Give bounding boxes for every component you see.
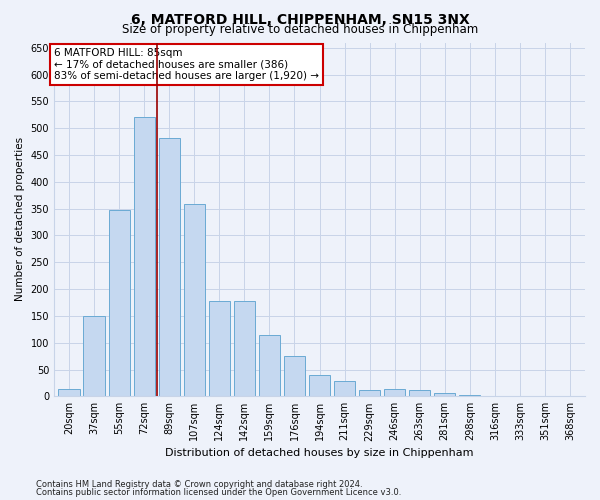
Bar	[83, 316, 105, 396]
Text: 6 MATFORD HILL: 85sqm
← 17% of detached houses are smaller (386)
83% of semi-det: 6 MATFORD HILL: 85sqm ← 17% of detached …	[54, 48, 319, 81]
Bar	[259, 334, 280, 396]
Bar	[158, 138, 180, 396]
Bar	[234, 301, 255, 396]
Bar	[109, 210, 130, 396]
Bar	[359, 390, 380, 396]
Text: Contains HM Land Registry data © Crown copyright and database right 2024.: Contains HM Land Registry data © Crown c…	[36, 480, 362, 489]
Bar	[284, 356, 305, 397]
Text: 6, MATFORD HILL, CHIPPENHAM, SN15 3NX: 6, MATFORD HILL, CHIPPENHAM, SN15 3NX	[131, 12, 469, 26]
Bar	[434, 392, 455, 396]
Bar	[58, 390, 80, 396]
Text: Size of property relative to detached houses in Chippenham: Size of property relative to detached ho…	[122, 22, 478, 36]
Bar	[334, 381, 355, 396]
Text: Contains public sector information licensed under the Open Government Licence v3: Contains public sector information licen…	[36, 488, 401, 497]
Y-axis label: Number of detached properties: Number of detached properties	[15, 138, 25, 302]
Bar	[409, 390, 430, 396]
Bar	[184, 204, 205, 396]
Bar	[134, 117, 155, 396]
Bar	[309, 375, 330, 396]
Bar	[384, 390, 406, 396]
Bar	[459, 394, 481, 396]
Bar	[209, 301, 230, 396]
X-axis label: Distribution of detached houses by size in Chippenham: Distribution of detached houses by size …	[165, 448, 474, 458]
